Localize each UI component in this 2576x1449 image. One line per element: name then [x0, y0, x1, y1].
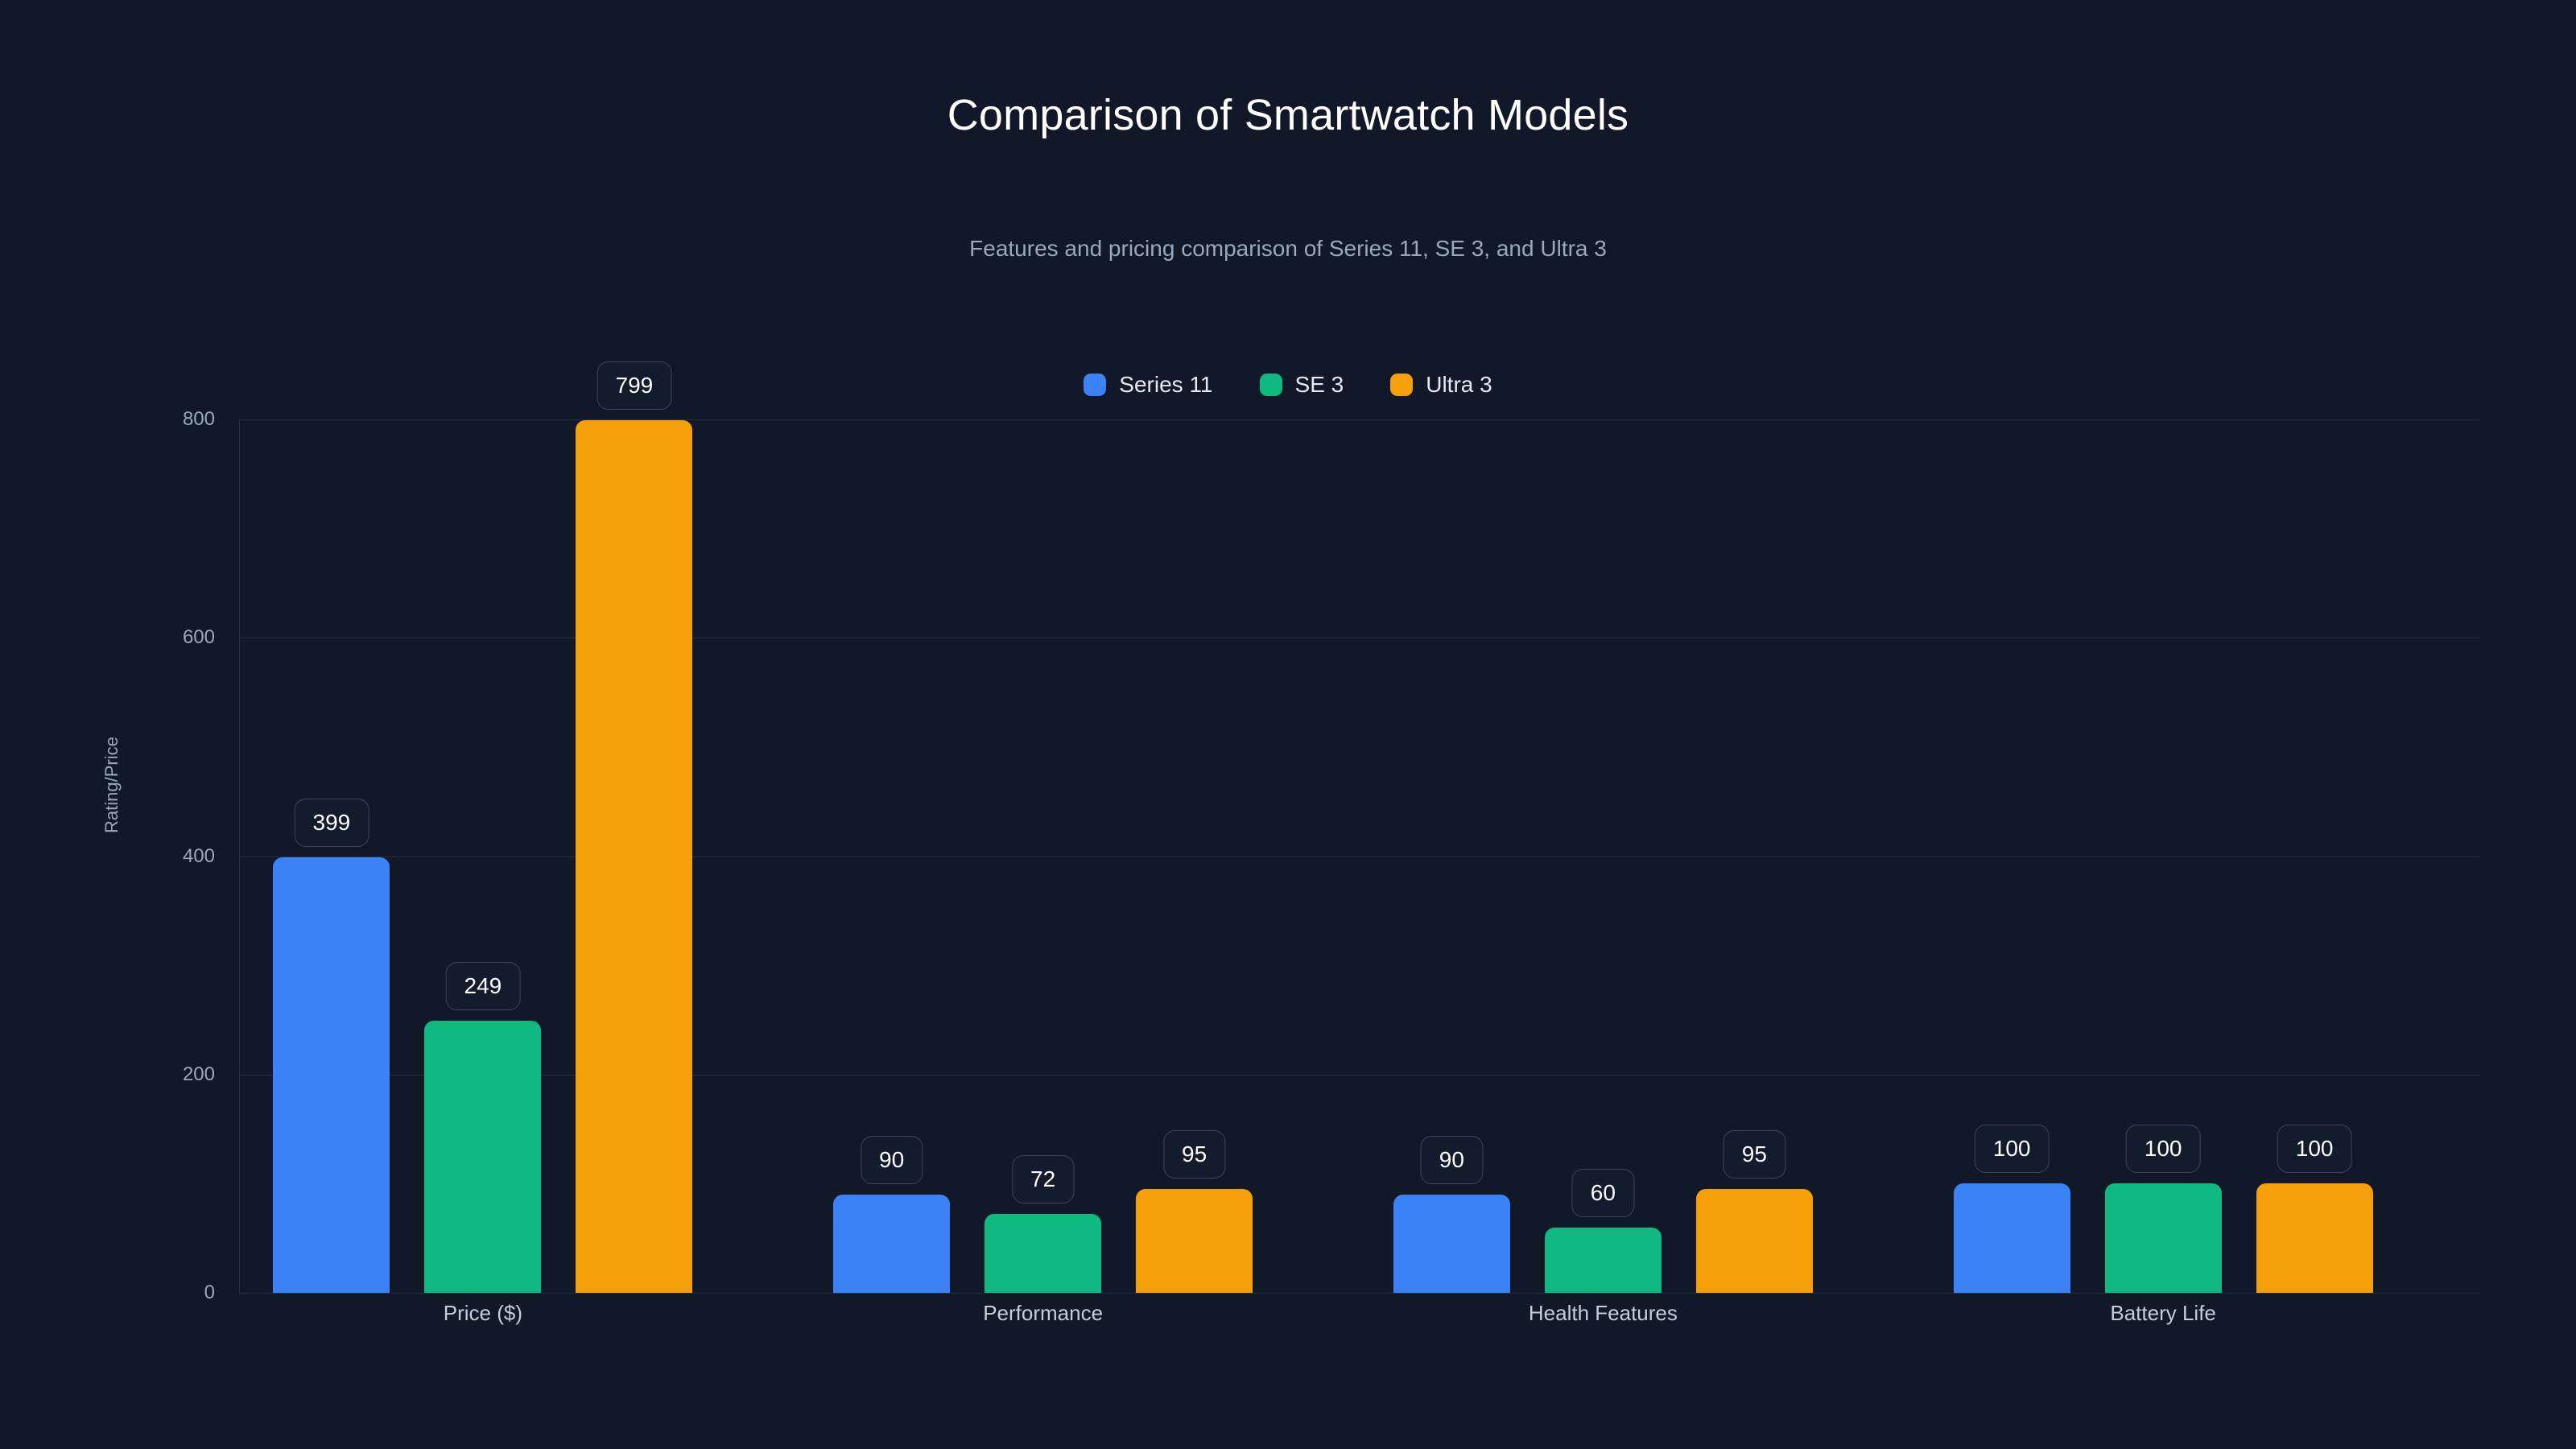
legend-label: Ultra 3: [1426, 372, 1492, 397]
y-axis-tick-label: 0: [204, 1282, 215, 1303]
bar-value-label: 95: [1723, 1130, 1785, 1179]
bar-value-label: 72: [1012, 1155, 1075, 1204]
bar[interactable]: [985, 1214, 1102, 1293]
x-axis-tick-label: Price ($): [443, 1301, 522, 1325]
bar-value-label: 799: [597, 361, 672, 411]
legend-swatch-icon: [1390, 374, 1414, 396]
bar-value-label: 95: [1163, 1130, 1226, 1179]
legend-swatch-icon: [1084, 374, 1107, 396]
x-axis-tick-label: Performance: [983, 1301, 1104, 1325]
y-axis-tick-label: 200: [182, 1063, 215, 1085]
x-axis-tick-label: Battery Life: [2110, 1301, 2216, 1325]
x-axis-tick-label: Health Features: [1528, 1301, 1678, 1325]
bar[interactable]: [424, 1021, 542, 1293]
bar[interactable]: [833, 1194, 951, 1293]
bar[interactable]: [576, 420, 693, 1293]
gridline: [239, 1293, 2479, 1294]
bar[interactable]: [2256, 1183, 2373, 1293]
legend-item-ultra-3[interactable]: Ultra 3: [1390, 372, 1492, 398]
legend-label: SE 3: [1294, 372, 1344, 397]
bar-value-label: 100: [2125, 1125, 2201, 1174]
bar-value-label: 90: [861, 1135, 923, 1184]
chart-subtitle: Features and pricing comparison of Serie…: [969, 236, 1607, 261]
bar[interactable]: [1544, 1227, 1662, 1293]
chart-plot-area: 0 200 400 600 800 399 249 799 90 72 95 90 60 95 100 10…: [183, 361, 2479, 1325]
bar[interactable]: [1953, 1183, 2070, 1293]
legend-item-series-11[interactable]: Series 11: [1084, 372, 1213, 398]
bar-value-label: 399: [294, 798, 369, 847]
bar-value-label: 100: [2277, 1125, 2352, 1174]
legend-item-se-3[interactable]: SE 3: [1259, 372, 1344, 398]
bar[interactable]: [1136, 1189, 1253, 1293]
y-axis-tick-label: 600: [182, 626, 215, 649]
legend-label: Series 11: [1119, 372, 1213, 397]
chart-legend: Series 11 SE 3 Ultra 3: [0, 372, 2576, 398]
bar-value-label: 60: [1571, 1168, 1634, 1217]
bar[interactable]: [1393, 1194, 1510, 1293]
bar-value-label: 90: [1420, 1135, 1483, 1184]
bar[interactable]: [273, 857, 390, 1293]
y-axis-tick-label: 800: [182, 408, 215, 430]
bar[interactable]: [2104, 1183, 2222, 1293]
bar[interactable]: [1695, 1189, 1813, 1293]
gridline: [239, 419, 2479, 420]
bar-value-label: 249: [445, 962, 521, 1011]
y-axis-tick-label: 400: [182, 844, 215, 867]
y-axis-title: Rating/Price: [101, 737, 122, 833]
bar-value-label: 100: [1974, 1125, 2050, 1174]
legend-swatch-icon: [1259, 374, 1282, 396]
page-title: Comparison of Smartwatch Models: [947, 91, 1629, 139]
